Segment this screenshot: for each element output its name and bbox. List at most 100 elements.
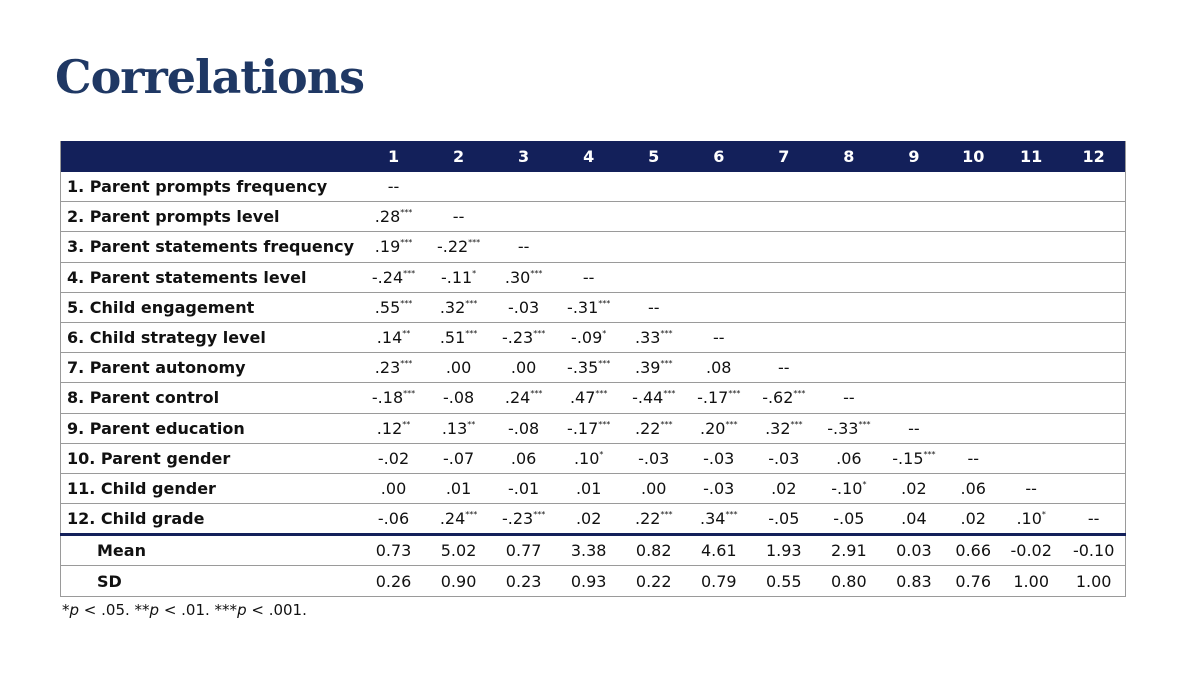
significance: *** bbox=[598, 359, 611, 369]
cell-value: .13 bbox=[441, 418, 468, 438]
significance: *** bbox=[663, 389, 676, 399]
significance: *** bbox=[468, 238, 481, 248]
table-cell: -.05 bbox=[751, 503, 817, 537]
table-cell bbox=[751, 172, 817, 203]
row-label: 9. Parent education bbox=[60, 413, 361, 444]
footnote: *p < .05. **p < .01. ***p < .001. bbox=[62, 601, 307, 619]
column-header: 6 bbox=[686, 141, 752, 172]
table-row: 7. Parent autonomy .23*** .00.00 -.35*** .39… bbox=[60, 352, 1126, 384]
table-cell bbox=[946, 262, 1001, 293]
table-cell bbox=[1000, 322, 1063, 354]
column-header: 10 bbox=[946, 141, 1001, 172]
significance: *** bbox=[793, 389, 806, 399]
footnote-part: p bbox=[149, 601, 160, 619]
cell-value: .14 bbox=[376, 328, 403, 348]
table-cell: .00 bbox=[426, 352, 492, 384]
cell-value: -.35 bbox=[567, 358, 599, 378]
table-cell: .22*** bbox=[621, 503, 687, 537]
cell-value: .33 bbox=[634, 328, 661, 348]
significance: * bbox=[1041, 510, 1046, 520]
table-cell bbox=[1000, 201, 1063, 233]
table-cell: -.62*** bbox=[751, 382, 817, 414]
row-label: 11. Child gender bbox=[60, 473, 361, 505]
table-cell bbox=[686, 172, 752, 203]
table-cell: .10* bbox=[556, 443, 622, 474]
table-cell bbox=[1000, 262, 1063, 293]
table-cell: .30*** bbox=[491, 262, 557, 293]
table-cell bbox=[1000, 231, 1063, 263]
row-label: 5. Child engagement bbox=[60, 292, 361, 323]
table-cell bbox=[1062, 473, 1126, 505]
table-cell: .12** bbox=[361, 413, 427, 444]
table-cell: -.07 bbox=[426, 443, 492, 474]
table-cell: .24*** bbox=[491, 382, 557, 414]
table-cell bbox=[816, 292, 882, 323]
table-cell: 0.83 bbox=[881, 565, 947, 597]
table-cell bbox=[751, 292, 817, 323]
table-cell: .06 bbox=[946, 473, 1001, 505]
table-cell bbox=[816, 231, 882, 263]
table-cell bbox=[1062, 262, 1126, 293]
significance: ** bbox=[467, 419, 476, 429]
table-cell: -- bbox=[751, 352, 817, 384]
cell-value: .23 bbox=[374, 358, 401, 378]
header-cell bbox=[60, 141, 361, 172]
table-cell bbox=[556, 201, 622, 233]
table-cell: -- bbox=[426, 201, 492, 233]
table-cell: .24*** bbox=[426, 503, 492, 537]
column-header: 8 bbox=[816, 141, 882, 172]
page-title: Correlations bbox=[55, 50, 365, 104]
table-cell: .14** bbox=[361, 322, 427, 354]
table-cell: .00 bbox=[621, 473, 687, 505]
table-cell: 0.80 bbox=[816, 565, 882, 597]
table-row: 5. Child engagement .55*** .32*** -.03 -.31*… bbox=[60, 292, 1126, 323]
row-label: 8. Parent control bbox=[60, 382, 361, 414]
table-cell bbox=[556, 172, 622, 203]
table-cell: -- bbox=[361, 172, 427, 203]
table-row: 2. Parent prompts level .28*** -- bbox=[60, 201, 1126, 233]
cell-value: .32 bbox=[765, 418, 791, 438]
column-header: 12 bbox=[1062, 141, 1126, 172]
table-cell: .47*** bbox=[556, 382, 622, 414]
cell-value: .51 bbox=[439, 328, 466, 348]
row-label: Mean bbox=[60, 534, 361, 567]
table-cell: .19*** bbox=[361, 231, 427, 263]
row-label: 12. Child grade bbox=[60, 503, 361, 537]
significance: *** bbox=[728, 389, 741, 399]
table-cell bbox=[621, 231, 687, 263]
cell-value: -.23 bbox=[502, 509, 534, 529]
cell-value: -.10 bbox=[831, 478, 863, 498]
table-cell bbox=[751, 322, 817, 354]
significance: *** bbox=[533, 329, 546, 339]
table-cell bbox=[946, 413, 1001, 444]
row-label: 1. Parent prompts frequency bbox=[60, 172, 361, 203]
table-cell: -.05 bbox=[816, 503, 882, 537]
table-row: 8. Parent control -.18*** -.08.24*** .47***… bbox=[60, 382, 1126, 414]
table-cell: .01 bbox=[426, 473, 492, 505]
significance: *** bbox=[465, 298, 478, 308]
table-row: 3. Parent statements frequency .19*** -.22… bbox=[60, 231, 1126, 263]
cell-value: -.31 bbox=[567, 297, 599, 317]
table-cell: -.03 bbox=[686, 443, 752, 474]
significance: *** bbox=[660, 329, 673, 339]
significance: *** bbox=[923, 449, 936, 459]
table-row: 4. Parent statements level -.24*** -.11* .3… bbox=[60, 262, 1126, 293]
table-cell bbox=[751, 262, 817, 293]
table-cell: -.15*** bbox=[881, 443, 947, 474]
table-cell: -- bbox=[1062, 503, 1126, 537]
table-cell bbox=[881, 382, 947, 414]
cell-value: .22 bbox=[634, 418, 661, 438]
cell-value: -.23 bbox=[502, 328, 534, 348]
table-cell bbox=[491, 201, 557, 233]
table-cell: -.23*** bbox=[491, 322, 557, 354]
significance: *** bbox=[660, 419, 673, 429]
table-cell bbox=[881, 322, 947, 354]
table-cell bbox=[1000, 352, 1063, 384]
row-label: 2. Parent prompts level bbox=[60, 201, 361, 233]
table-cell: 1.00 bbox=[1062, 565, 1126, 597]
row-label: 7. Parent autonomy bbox=[60, 352, 361, 384]
table-cell: -- bbox=[1000, 473, 1063, 505]
table-cell: -.11* bbox=[426, 262, 492, 293]
table-cell: 1.93 bbox=[751, 534, 817, 567]
